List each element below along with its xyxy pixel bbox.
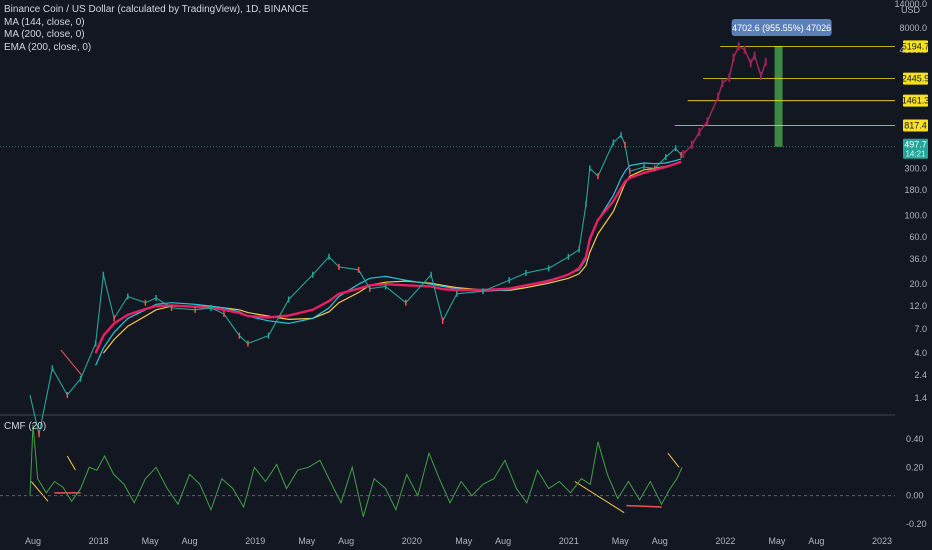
time-tick-label: 2021 [559,536,579,546]
time-tick-label: Aug [652,536,668,546]
level-labels: 5194.7 2445.9 1461.3 817.4 497.714:21 [902,40,930,159]
time-tick-label: 2020 [402,536,422,546]
moving-averages [94,158,682,366]
cmf-line [29,424,683,518]
price-tick-label: 180.0 [904,185,927,195]
time-tick-label: May [298,536,316,546]
chart-title: Binance Coin / US Dollar (calculated by … [4,4,309,15]
current-price-tag [903,138,928,159]
projection-line [682,45,767,155]
measure-label-box [731,19,832,36]
time-tick-label: 2022 [715,536,735,546]
price-tick-label: 4.0 [914,348,927,358]
cmf-annotation [626,504,662,508]
time-tick-label: Aug [338,536,354,546]
price-tick-label: 100.0 [904,210,927,220]
cmf-annotation [574,481,625,514]
measure-label: 4702.6 (955.55%) 47026 [731,19,832,36]
indicator-ema200[interactable]: EMA (200, close, 0) [4,41,92,53]
annotations [30,349,680,514]
price-annotation [60,349,82,376]
time-tick-label: Aug [25,536,41,546]
chart-legend: Binance Coin / US Dollar (calculated by … [4,4,308,54]
price-tick-label: 60.0 [909,232,927,242]
cmf-annotation [66,455,76,471]
levels [0,46,895,148]
time-tick-label: May [142,536,160,546]
cmf-indicator-label[interactable]: CMF (20) [4,421,47,432]
target-level-tag [903,40,928,53]
price-tick-label: 300.0 [904,163,927,173]
time-tick-label: 2018 [89,536,109,546]
cmf-axis: 0.40 0.20 0.00 -0.20 [0,434,927,529]
price-tick-label: 7.0 [914,324,927,334]
ma144-line [95,158,682,366]
price-tick-label: 20.0 [909,279,927,289]
measure-label-text: 4702.6 (955.55%) 47026 [732,23,831,33]
target-level-tag [903,119,928,132]
target-level-tag [903,94,928,107]
target-level-label: 2445.9 [902,74,930,84]
price-tick-label: 12.0 [909,301,927,311]
price-tick-label: 1.4 [914,393,927,403]
price-tick-label: 14000.0 [894,0,927,9]
current-price-time: 14:21 [905,150,926,159]
time-tick-label: May [768,536,786,546]
indicator-ma200[interactable]: MA (200, close, 0) [4,29,85,40]
price-tick-label: 36.0 [909,254,927,264]
price-line [29,134,682,435]
time-axis: Aug 2018 May Aug 2019 May Aug 2020 May Aug 2021 May… [25,536,892,546]
price-tick-label: 2.4 [914,370,927,380]
target-level-label: 5194.7 [902,41,930,51]
cmf-tick-label: -0.20 [906,519,927,529]
cmf-annotation [667,452,680,468]
price-tick-label: 8000.0 [899,23,927,33]
cmf-annotation [30,481,49,502]
cmf-tick-label: 0.40 [906,434,924,444]
target-level-label: 817.4 [904,121,927,131]
time-tick-label: Aug [808,536,824,546]
ma200-line [102,161,682,354]
measure-box [774,46,783,147]
time-tick-label: 2019 [245,536,265,546]
time-tick-label: Aug [495,536,511,546]
projection-series [682,42,767,159]
measure-range-bar [774,46,783,147]
time-tick-label: 2023 [872,536,892,546]
indicator-ma144[interactable]: MA (144, close, 0) [4,16,85,28]
time-tick-label: Aug [182,536,198,546]
price-series [29,132,682,438]
target-level-tag [903,72,928,85]
time-tick-label: May [612,536,630,546]
target-level-label: 1461.3 [902,96,930,106]
cmf-tick-label: 0.00 [906,491,924,501]
current-price-label: 497.7 [904,140,927,150]
cmf-tick-label: 0.20 [906,462,924,472]
price-axis: 14000.08000.04800.0300.0180.0100.060.036… [894,0,927,403]
cmf-series [29,424,683,518]
price-axis-unit: USD [901,5,921,15]
ema200-line [94,160,682,354]
time-tick-label: May [455,536,473,546]
